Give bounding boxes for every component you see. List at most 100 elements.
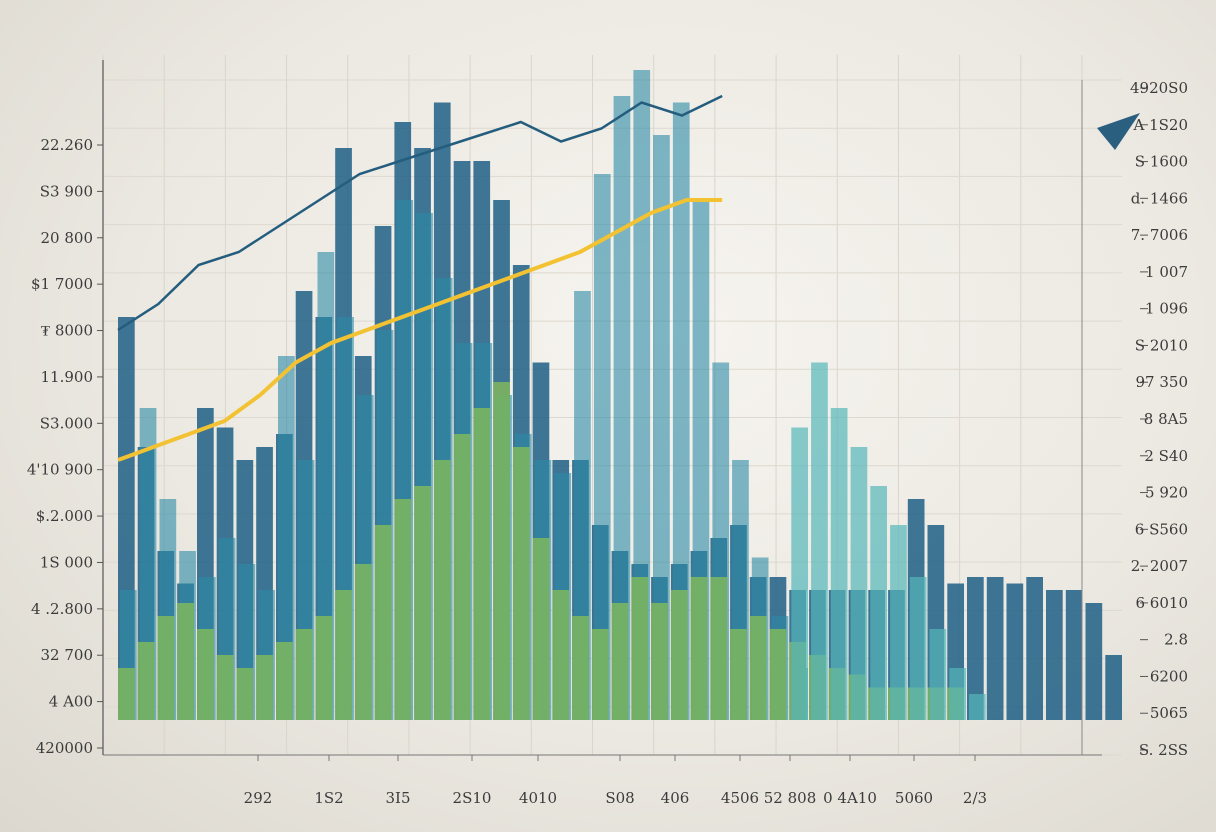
- bar: [335, 590, 352, 720]
- bar: [830, 408, 848, 720]
- bar: [791, 427, 808, 720]
- x-tick-label: 0 4A10: [823, 789, 877, 807]
- bar: [611, 603, 629, 720]
- bar: [414, 486, 431, 720]
- bar: [137, 642, 155, 720]
- bar: [276, 642, 293, 720]
- bar: [512, 447, 530, 720]
- bar: [593, 174, 611, 720]
- right-tick-label: 2.8: [1164, 631, 1188, 649]
- bar: [315, 616, 333, 720]
- x-tick-label: 2S10: [453, 789, 492, 807]
- left-tick-label: 4'10 900: [27, 461, 93, 479]
- right-tick-label: 2. 2007: [1131, 557, 1188, 575]
- x-tick-label: 406: [661, 789, 690, 807]
- right-tick-label: d. 1466: [1131, 189, 1188, 207]
- x-tick-label: 3I5: [385, 789, 410, 807]
- bar: [552, 590, 570, 720]
- right-tick-label: S 1600: [1135, 153, 1188, 171]
- bar: [317, 252, 335, 720]
- bar: [749, 616, 767, 720]
- bar: [394, 499, 412, 720]
- bar: [986, 577, 1004, 720]
- bar: [890, 525, 907, 720]
- right-tick-label: 6200: [1150, 667, 1188, 685]
- axes: [102, 60, 1102, 756]
- bar: [633, 70, 651, 720]
- right-tick-label: 97 350: [1136, 373, 1189, 391]
- bar: [613, 96, 631, 720]
- right-tick-label: 7. 7006: [1131, 226, 1188, 244]
- bar: [850, 447, 868, 720]
- x-tick-label: 2/3: [963, 789, 987, 807]
- right-tick-label: A 1S20: [1132, 116, 1188, 134]
- bar: [1026, 577, 1043, 720]
- left-tick-label: $1 7000: [31, 275, 93, 293]
- bars: [118, 70, 1122, 720]
- bar: [574, 291, 591, 720]
- series-lines: [117, 94, 723, 462]
- trend-arrow-icon: [1097, 113, 1140, 150]
- right-tick-label: 5 920: [1145, 484, 1188, 502]
- bar: [1085, 603, 1103, 720]
- left-tick-label: S3.000: [40, 414, 93, 432]
- bar: [811, 362, 828, 720]
- bar: [631, 577, 649, 720]
- bar: [354, 564, 372, 720]
- bar: [295, 629, 313, 720]
- right-tick-label: 5065: [1150, 704, 1188, 722]
- bar: [216, 655, 234, 720]
- left-tick-label: 20 800: [41, 229, 94, 247]
- right-tick-label: 6 S560: [1135, 520, 1188, 538]
- bar: [433, 460, 451, 720]
- bar: [374, 525, 392, 720]
- bar: [157, 616, 175, 720]
- bar: [651, 603, 668, 720]
- x-tick-label: 4506: [721, 789, 759, 807]
- bar: [118, 668, 135, 720]
- right-axis-ticks: 4920S0 A 1S20 S 1600 d. 1466 7. 7006 1 007 1 0…: [1130, 79, 1188, 759]
- bar: [177, 603, 194, 720]
- right-tick-label: 1 007: [1145, 263, 1188, 281]
- bar: [949, 668, 966, 720]
- bar: [730, 629, 747, 720]
- x-tick-label: 292: [244, 789, 273, 807]
- bar: [278, 356, 295, 720]
- bar: [969, 694, 986, 720]
- bar: [453, 434, 471, 720]
- bar: [672, 102, 690, 720]
- bar: [929, 629, 947, 720]
- bar: [493, 382, 510, 720]
- left-tick-label: 420000: [36, 739, 93, 757]
- bar: [909, 577, 927, 720]
- bar: [236, 668, 254, 720]
- bar: [473, 408, 491, 720]
- bar: [1006, 583, 1024, 720]
- right-tick-label: S 2010: [1135, 336, 1188, 354]
- bar: [690, 577, 708, 720]
- bar: [1046, 590, 1063, 720]
- bar: [769, 629, 787, 720]
- right-tick-label: 2 S40: [1144, 447, 1188, 465]
- bar: [670, 590, 688, 720]
- trend-line: [117, 198, 723, 462]
- x-tick-label: 5060: [895, 789, 933, 807]
- left-tick-label: 22.260: [41, 136, 94, 154]
- bar: [870, 486, 887, 720]
- right-tick-label: 8 8A5: [1144, 410, 1188, 428]
- x-tick-label: 4010: [519, 789, 557, 807]
- bar: [967, 577, 984, 720]
- bar: [591, 629, 609, 720]
- bar: [653, 135, 670, 720]
- left-tick-label: 4 .2.800: [31, 600, 93, 618]
- x-tick-label: S08: [605, 789, 634, 807]
- right-tick-label: S. 2SS: [1139, 741, 1188, 759]
- left-tick-label: 11.900: [41, 368, 94, 386]
- left-tick-label: 32 700: [41, 646, 94, 664]
- bar: [532, 538, 550, 720]
- main-line: [117, 94, 723, 332]
- left-tick-label: $.2.000: [36, 507, 93, 525]
- bar: [197, 629, 214, 720]
- bar: [572, 616, 589, 720]
